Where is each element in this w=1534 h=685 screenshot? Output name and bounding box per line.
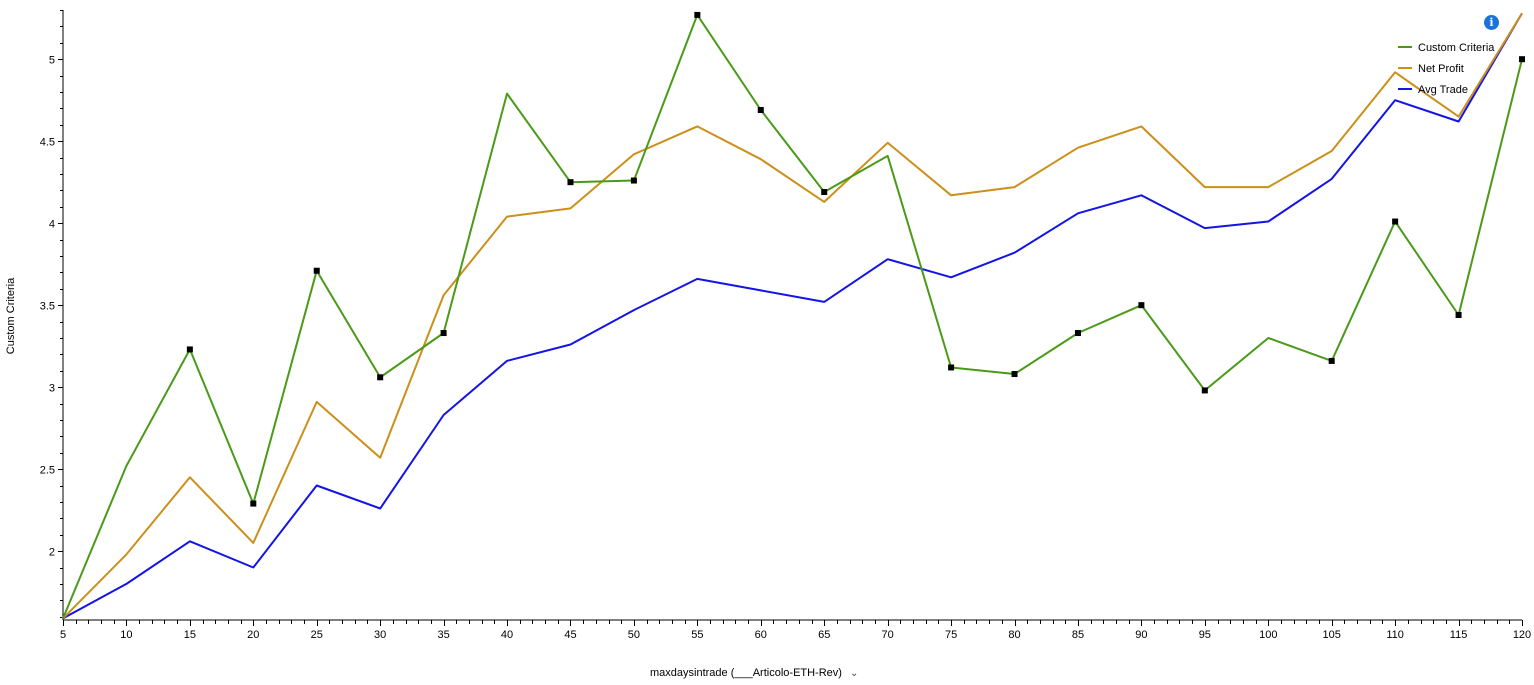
x-tick-label: 120 [1513, 629, 1531, 641]
legend: Custom Criteria Net Profit Avg Trade [1398, 42, 1495, 96]
x-tick-label: 25 [311, 629, 323, 641]
data-point-marker [1328, 357, 1335, 364]
series-line-avg-trade [62, 12, 1523, 620]
data-point-marker [1074, 330, 1081, 337]
x-tick-label: 30 [374, 629, 386, 641]
x-tick-label: 20 [247, 629, 259, 641]
data-point-marker [440, 330, 447, 337]
x-tick-label: 75 [945, 629, 957, 641]
data-point-marker [1392, 218, 1399, 225]
data-point-marker [1455, 312, 1462, 318]
x-tick-label: 45 [564, 629, 576, 641]
x-tick-label: 15 [184, 629, 196, 641]
y-tick-label: 3 [49, 383, 55, 395]
data-point-marker [630, 177, 637, 184]
chevron-down-icon: ⌄ [849, 667, 859, 679]
series-line-custom-criteria [62, 13, 1523, 619]
x-tick-label: 100 [1259, 629, 1277, 641]
y-tick-label: 4.5 [40, 137, 55, 149]
y-tick-label: 2.5 [40, 465, 55, 477]
x-tick-label: 105 [1323, 629, 1341, 641]
x-tick-label: 70 [882, 629, 894, 641]
x-tick-label: 40 [501, 629, 513, 641]
data-point-marker [694, 11, 701, 18]
x-tick-label: 65 [818, 629, 830, 641]
x-axis-parameter-dropdown[interactable]: maxdaysintrade (___Articolo-ETH-Rev) ⌄ [650, 664, 858, 682]
x-tick-label: 95 [1199, 629, 1211, 641]
legend-label: Custom Criteria [1418, 42, 1495, 54]
y-axis-title: Custom Criteria [5, 277, 17, 354]
x-tick-label: 60 [755, 629, 767, 641]
x-tick-label: 35 [437, 629, 449, 641]
data-point-marker [567, 179, 574, 186]
x-tick-label: 90 [1135, 629, 1147, 641]
data-point-marker [377, 374, 384, 381]
data-point-marker [757, 107, 764, 114]
data-point-marker [821, 189, 828, 196]
x-tick-label: 85 [1072, 629, 1084, 641]
data-point-marker [948, 364, 955, 371]
x-tick-label: 50 [628, 629, 640, 641]
legend-label: Avg Trade [1418, 84, 1468, 96]
data-point-marker [250, 500, 257, 507]
x-tick-label: 110 [1386, 629, 1404, 641]
legend-label: Net Profit [1418, 63, 1464, 75]
data-point-marker [1201, 387, 1208, 394]
data-point-marker [1138, 302, 1145, 309]
x-tick-label: 55 [691, 629, 703, 641]
x-tick-label: 5 [60, 629, 66, 641]
data-point-marker [186, 346, 193, 353]
x-tick-label: 10 [120, 629, 132, 641]
y-tick-label: 4 [49, 219, 55, 231]
y-tick-label: 5 [49, 55, 55, 67]
x-tick-label: 80 [1008, 629, 1020, 641]
data-point-marker [1519, 56, 1525, 63]
data-point-marker [1011, 371, 1018, 378]
x-axis-title: maxdaysintrade (___Articolo-ETH-Rev) [650, 667, 842, 679]
info-icon[interactable]: i [1484, 15, 1499, 30]
y-tick-label: 2 [49, 547, 55, 559]
x-tick-label: 115 [1450, 629, 1468, 641]
y-tick-label: 3.5 [40, 301, 55, 313]
data-point-marker [313, 267, 320, 274]
series-line-net-profit [62, 12, 1523, 620]
